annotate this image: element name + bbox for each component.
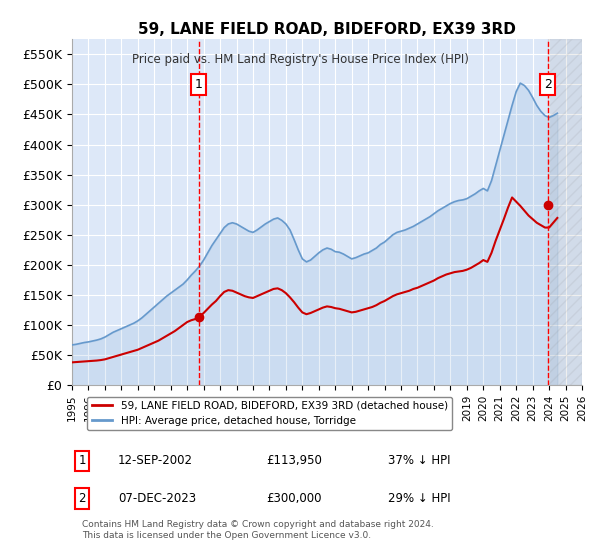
Text: 1: 1 xyxy=(79,454,86,467)
Text: 37% ↓ HPI: 37% ↓ HPI xyxy=(388,454,451,467)
Title: 59, LANE FIELD ROAD, BIDEFORD, EX39 3RD: 59, LANE FIELD ROAD, BIDEFORD, EX39 3RD xyxy=(138,22,516,36)
Text: 2: 2 xyxy=(544,78,552,91)
Text: 12-SEP-2002: 12-SEP-2002 xyxy=(118,454,193,467)
Text: 29% ↓ HPI: 29% ↓ HPI xyxy=(388,492,451,505)
Text: Contains HM Land Registry data © Crown copyright and database right 2024.
This d: Contains HM Land Registry data © Crown c… xyxy=(82,520,434,540)
Text: 2: 2 xyxy=(79,492,86,505)
Legend: 59, LANE FIELD ROAD, BIDEFORD, EX39 3RD (detached house), HPI: Average price, de: 59, LANE FIELD ROAD, BIDEFORD, EX39 3RD … xyxy=(88,397,452,430)
Bar xyxy=(548,39,582,385)
Text: Price paid vs. HM Land Registry's House Price Index (HPI): Price paid vs. HM Land Registry's House … xyxy=(131,53,469,66)
Text: 1: 1 xyxy=(195,78,203,91)
Text: £300,000: £300,000 xyxy=(266,492,322,505)
Text: £113,950: £113,950 xyxy=(266,454,322,467)
Text: 07-DEC-2023: 07-DEC-2023 xyxy=(118,492,196,505)
